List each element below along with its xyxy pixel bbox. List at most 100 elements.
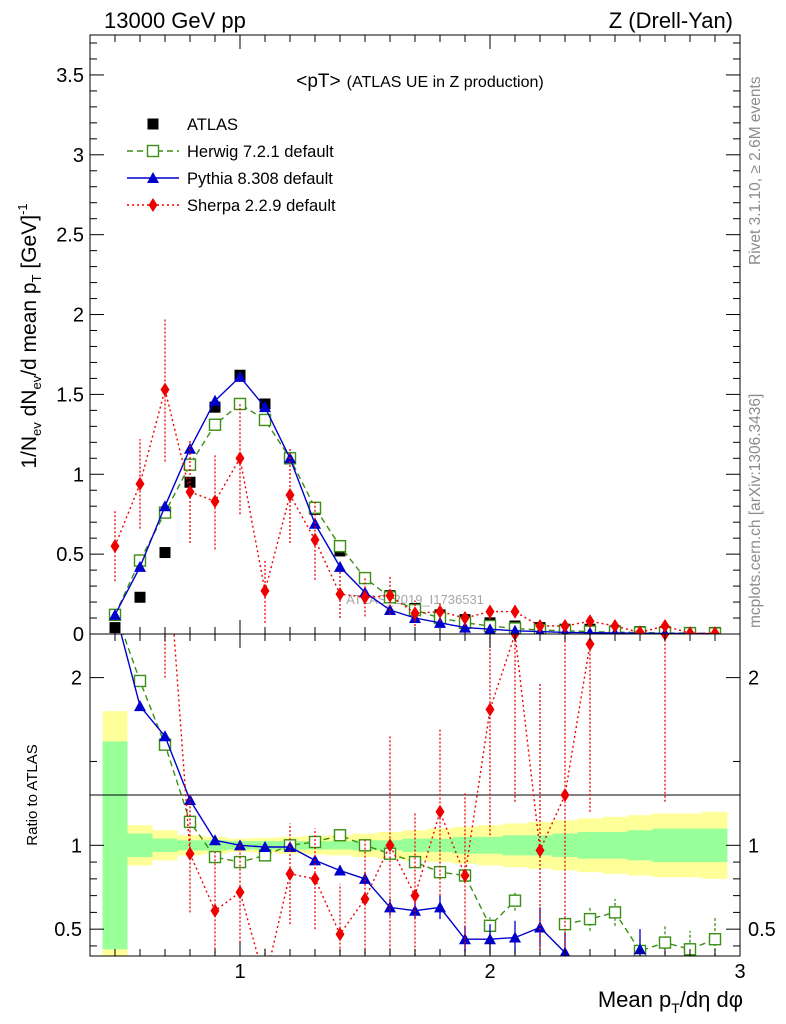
main-sherpa-2-2-9-default-point	[585, 614, 595, 629]
ratio-y-tick-label: 1	[71, 835, 82, 857]
ratio-y-tick-label: 0.5	[54, 919, 82, 941]
legend-atlas-marker	[147, 118, 159, 130]
main-pythia-8-308-default-point	[459, 621, 471, 633]
main-pythia-8-308-default-point	[159, 500, 171, 512]
ratio-stat-uncertainty-band	[127, 833, 153, 858]
ratio-sherpa-2-2-9-default-point	[261, 974, 270, 988]
ratio-herwig-7-2-1-default-point	[433, 865, 447, 879]
main-sherpa-2-2-9-default-point	[385, 588, 395, 603]
main-sherpa-2-2-9-default-point	[610, 619, 620, 634]
legend-sherpa-2-2-9-default-label: Sherpa 2.2.9 default	[187, 197, 336, 215]
ratio-y-tick-label-right: 1	[748, 835, 759, 857]
legend-pythia-8-308-default-label: Pythia 8.308 default	[187, 170, 333, 188]
legend-herwig-7-2-1-default-marker	[146, 144, 160, 158]
ratio-y-tick-label-right: 0.5	[748, 919, 776, 941]
main-herwig-7-2-1-default-point	[183, 458, 197, 471]
ratio-sherpa-2-2-9-default-point	[410, 888, 420, 903]
main-sherpa-2-2-9-default-point	[710, 626, 720, 634]
main-sherpa-2-2-9-default-point	[510, 604, 520, 619]
main-herwig-7-2-1-default-point	[333, 539, 347, 553]
ratio-sherpa-2-2-9-default-series	[161, 634, 670, 988]
ratio-stat-uncertainty-band	[502, 835, 528, 856]
main-sherpa-2-2-9-default-point	[310, 532, 320, 547]
ratio-sherpa-2-2-9-default-point	[210, 903, 220, 918]
main-sherpa-2-2-9-default-point	[160, 382, 170, 397]
ratio-herwig-7-2-1-default-point	[333, 829, 347, 842]
main-sherpa-2-2-9-default-point	[660, 619, 670, 634]
main-sherpa-2-2-9-default-point	[285, 488, 295, 503]
main-sherpa-2-2-9-default-point	[335, 587, 345, 602]
main-title: <pT> (ATLAS UE in Z production)	[296, 71, 543, 92]
ratio-pythia-8-308-default-point	[159, 730, 171, 742]
main-pythia-8-308-default-point	[134, 560, 146, 572]
main-y-tick-label: 2	[73, 305, 84, 327]
main-sherpa-2-2-9-default-point	[460, 611, 470, 626]
ratio-stat-uncertainty-band	[577, 831, 603, 859]
ratio-sherpa-2-2-9-default-point	[485, 702, 495, 717]
ratio-sherpa-2-2-9-default-point	[335, 927, 345, 942]
ratio-pythia-8-308-default-point	[259, 840, 271, 852]
ratio-herwig-7-2-1-default-point	[558, 917, 572, 931]
ratio-sherpa-2-2-9-default-point	[360, 891, 370, 906]
x-tick-label: 1	[234, 961, 245, 983]
main-pythia-8-308-default-point	[434, 616, 446, 628]
ratio-y-tick-label-right: 2	[748, 668, 759, 690]
main-sherpa-2-2-9-default-point	[185, 484, 195, 499]
mcplots-reference-label: mcplots.cern.ch [arXiv:1306.3436]	[747, 394, 764, 628]
main-pythia-8-308-default-point	[334, 560, 346, 572]
legend-herwig-7-2-1-default-label: Herwig 7.2.1 default	[187, 143, 334, 161]
ratio-sherpa-2-2-9-default-point	[585, 637, 595, 652]
main-sherpa-2-2-9-default-point	[435, 604, 445, 619]
main-y-tick-label: 3	[73, 145, 84, 167]
legend: ATLAS Herwig 7.2.1 default Pythia 8.308 de…	[127, 116, 336, 215]
main-pythia-8-308-default-point	[209, 394, 221, 406]
ratio-stat-uncertainty-band	[152, 838, 178, 853]
ratio-stat-uncertainty-band	[102, 741, 128, 950]
legend-atlas-label: ATLAS	[187, 116, 238, 134]
main-atlas-point	[159, 547, 171, 559]
main-pythia-8-308-default-point	[484, 623, 496, 634]
ratio-y-tick-label: 2	[71, 668, 82, 690]
main-herwig-7-2-1-default-point	[208, 418, 222, 431]
main-sherpa-2-2-9-default-point	[560, 619, 570, 634]
ratio-stat-uncertainty-band	[202, 840, 228, 851]
ratio-y-axis-label: Ratio to ATLAS	[24, 744, 41, 845]
ratio-herwig-7-2-1-default-point	[508, 894, 522, 907]
ratio-sherpa-2-2-9-default-point	[435, 804, 445, 819]
main-sherpa-2-2-9-default-point	[485, 604, 495, 619]
ratio-herwig-7-2-1-default-point	[308, 835, 322, 849]
header-right-label: Z (Drell-Yan)	[609, 8, 733, 33]
main-sherpa-2-2-9-default-point	[410, 606, 420, 621]
main-sherpa-2-2-9-default-point	[210, 494, 220, 509]
main-y-axis-label: 1/Nev dNev/d mean pT [GeV]-1	[15, 203, 44, 468]
ratio-pythia-8-308-default-point	[209, 834, 221, 846]
main-pythia-8-308-default-point	[259, 401, 271, 413]
main-pythia-8-308-default-point	[234, 370, 246, 382]
main-y-tick-label: 2.5	[56, 225, 84, 247]
ratio-pythia-8-308-default-point	[509, 931, 521, 943]
main-pythia-8-308-default-point	[109, 608, 121, 620]
ratio-herwig-7-2-1-default-point	[583, 912, 597, 926]
x-tick-label: 2	[484, 961, 495, 983]
ratio-herwig-7-2-1-default-point	[133, 674, 147, 688]
ratio-sherpa-2-2-9-default-point	[535, 843, 545, 858]
ratio-stat-uncertainty-band	[627, 830, 653, 861]
legend-sherpa-2-2-9-default-marker	[148, 198, 158, 212]
ratio-herwig-7-2-1-default-point	[708, 933, 722, 946]
main-sherpa-2-2-9-default-point	[135, 476, 145, 491]
ratio-pythia-8-308-default-point	[334, 864, 346, 876]
x-tick-label: 3	[734, 961, 745, 983]
main-atlas-point	[209, 401, 221, 413]
main-y-tick-label: 1	[73, 464, 84, 486]
ratio-sherpa-2-2-9-default-point	[385, 838, 395, 853]
ratio-stat-uncertainty-band	[652, 828, 678, 863]
ratio-stat-uncertainty-band	[702, 828, 728, 863]
main-sherpa-2-2-9-default-point	[360, 590, 370, 605]
main-y-tick-label: 0.5	[56, 544, 84, 566]
main-sherpa-2-2-9-default-point	[110, 539, 120, 554]
ratio-sherpa-2-2-9-default-point	[285, 866, 295, 881]
ratio-sherpa-2-2-9-default-point	[460, 868, 470, 883]
ratio-stat-uncertainty-band	[677, 828, 703, 863]
ratio-pythia-8-308-default-point	[484, 933, 496, 945]
ratio-stat-uncertainty-band	[477, 836, 503, 854]
